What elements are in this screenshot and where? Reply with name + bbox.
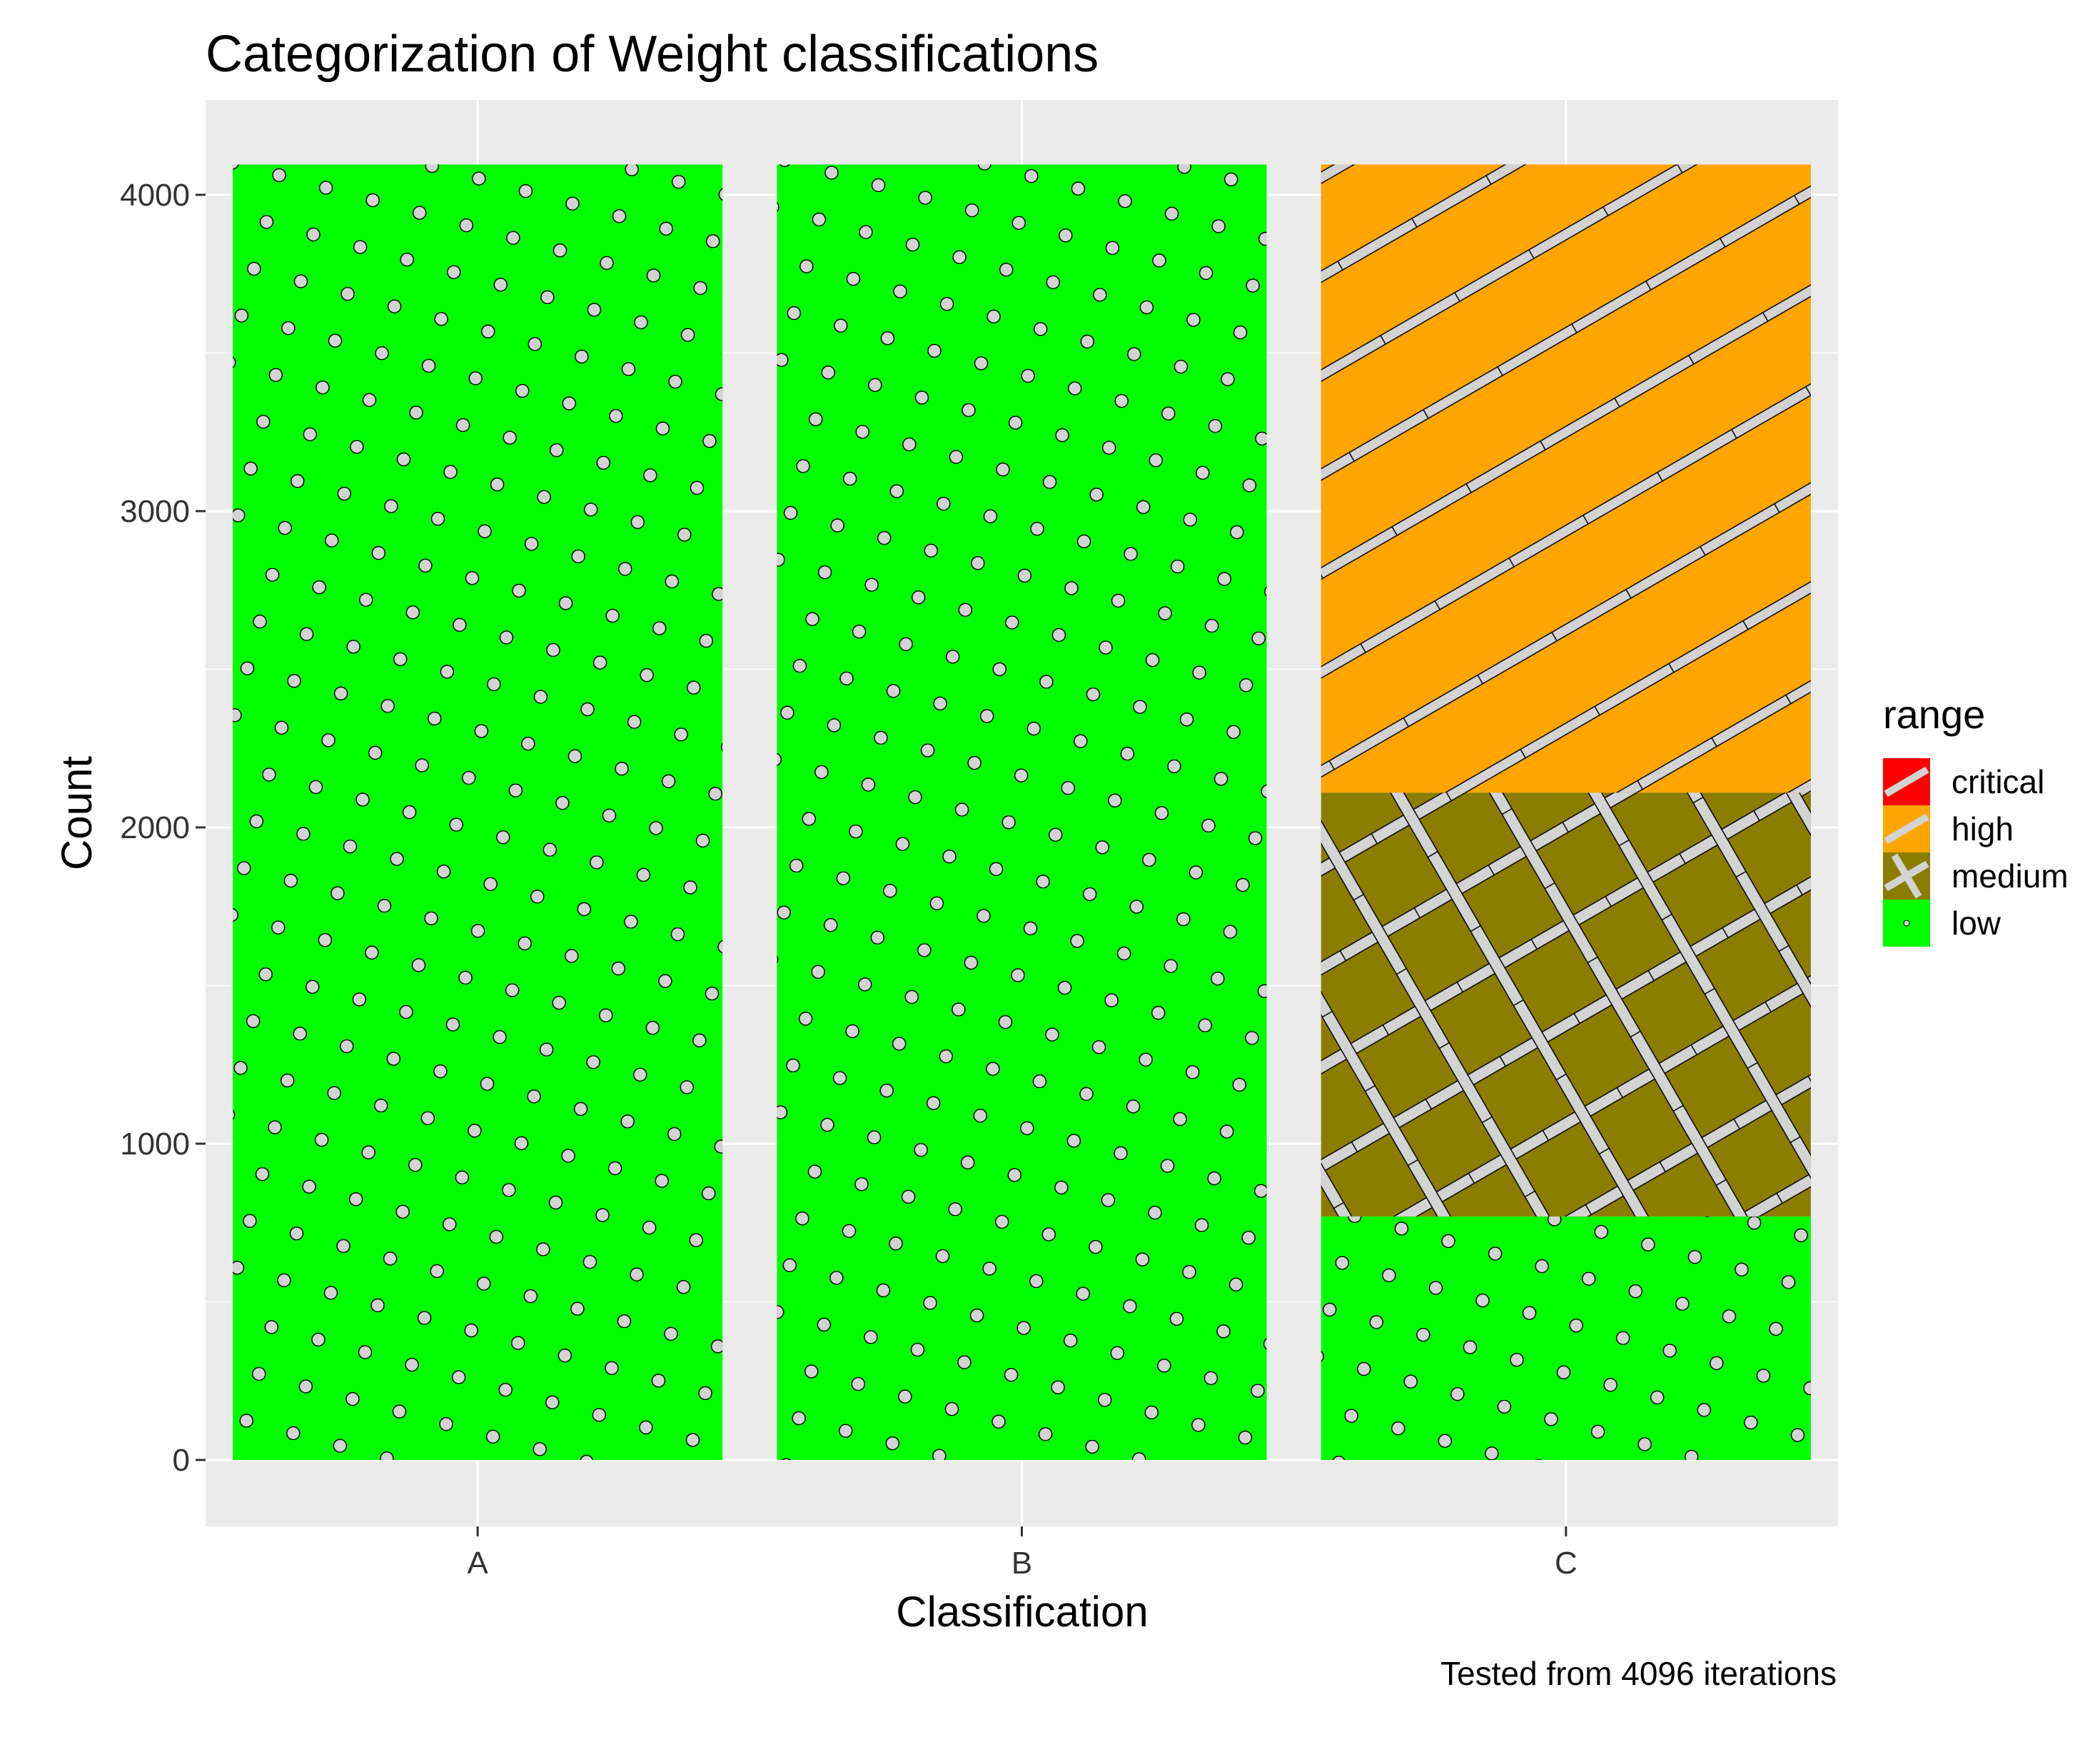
x-axis-title: Classification [896, 1588, 1148, 1636]
legend-label-high: high [1952, 810, 2014, 847]
x-axis: A B C [467, 1526, 1577, 1581]
y-tick-label: 2000 [120, 810, 190, 845]
caption: Tested from 4096 iterations [1440, 1655, 1837, 1692]
bars [233, 164, 1811, 1460]
legend-label-low: low [1952, 905, 2001, 942]
legend: range critical high medium low [1883, 692, 2069, 947]
bar-pattern-B-low [777, 164, 1266, 1460]
bar-pattern-C-medium [1321, 792, 1811, 1217]
legend-label-medium: medium [1952, 857, 2069, 895]
legend-key-pattern-low [1904, 920, 1909, 926]
legend-title: range [1883, 692, 1985, 737]
bar-pattern-C-low [1321, 1217, 1811, 1460]
x-tick-label: B [1011, 1546, 1032, 1581]
y-tick-label: 1000 [120, 1127, 190, 1162]
x-tick-label: A [467, 1546, 488, 1581]
y-tick-label: 0 [173, 1443, 190, 1478]
chart: Categorization of Weight classifications… [0, 0, 2100, 1737]
legend-label-critical: critical [1952, 763, 2044, 800]
y-tick-label: 4000 [120, 178, 190, 213]
y-tick-label: 3000 [120, 494, 190, 529]
bar-pattern-C-high [1321, 164, 1811, 792]
y-axis: 0 1000 2000 3000 4000 [120, 178, 206, 1478]
x-tick-label: C [1555, 1546, 1577, 1581]
y-axis-title: Count [53, 756, 101, 870]
bar-pattern-A-low [233, 164, 722, 1460]
chart-title: Categorization of Weight classifications [206, 26, 1099, 83]
